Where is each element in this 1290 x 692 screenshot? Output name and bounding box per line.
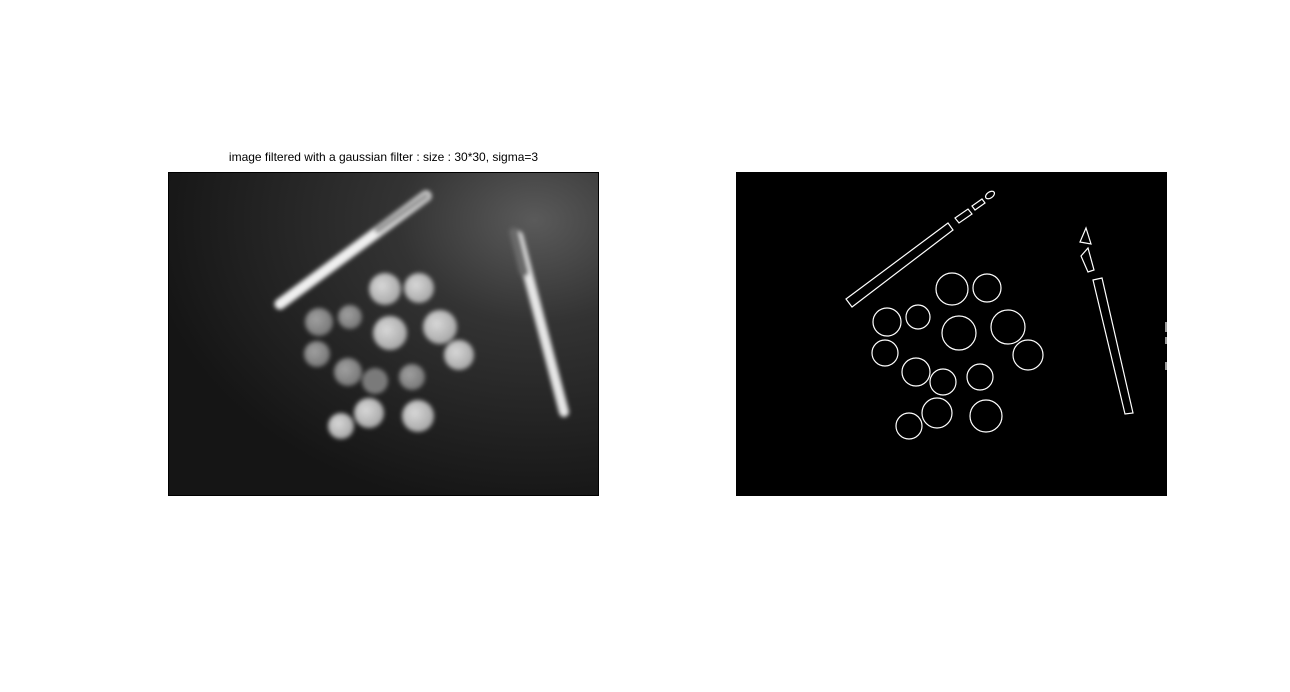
coin: [423, 310, 457, 344]
right-axes[interactable]: [736, 172, 1167, 496]
coin-edge: [921, 397, 953, 429]
coin: [373, 316, 407, 350]
coin: [444, 340, 474, 370]
coin: [402, 400, 434, 432]
coin-edge: [895, 412, 923, 440]
coin-edge: [901, 357, 931, 387]
coin-edge: [972, 273, 1002, 303]
coin-edge: [905, 304, 931, 330]
coin-edge: [929, 368, 957, 396]
left-axes-title: image filtered with a gaussian filter : …: [228, 150, 539, 164]
coin-edge: [969, 399, 1003, 433]
coin-edge: [872, 307, 902, 337]
coin-edge: [966, 363, 994, 391]
coin: [338, 305, 362, 329]
edge-image: [736, 172, 1167, 496]
coin: [354, 398, 384, 428]
coin-edge: [941, 315, 977, 351]
filtered-image: [168, 172, 599, 496]
left-axes[interactable]: [168, 172, 599, 496]
coin: [399, 364, 425, 390]
coin-edge: [871, 339, 899, 367]
coin-edge: [990, 309, 1026, 345]
coin: [362, 368, 388, 394]
coin: [369, 273, 401, 305]
coin: [328, 413, 354, 439]
edge-background: [736, 172, 1167, 496]
pen-1-edge: [845, 222, 954, 308]
coin: [304, 341, 330, 367]
coin: [305, 308, 333, 336]
coin: [334, 358, 362, 386]
pen-2-edge: [1092, 277, 1134, 415]
coin-edge: [935, 272, 969, 306]
coin: [404, 273, 434, 303]
coin-edge: [1012, 339, 1044, 371]
